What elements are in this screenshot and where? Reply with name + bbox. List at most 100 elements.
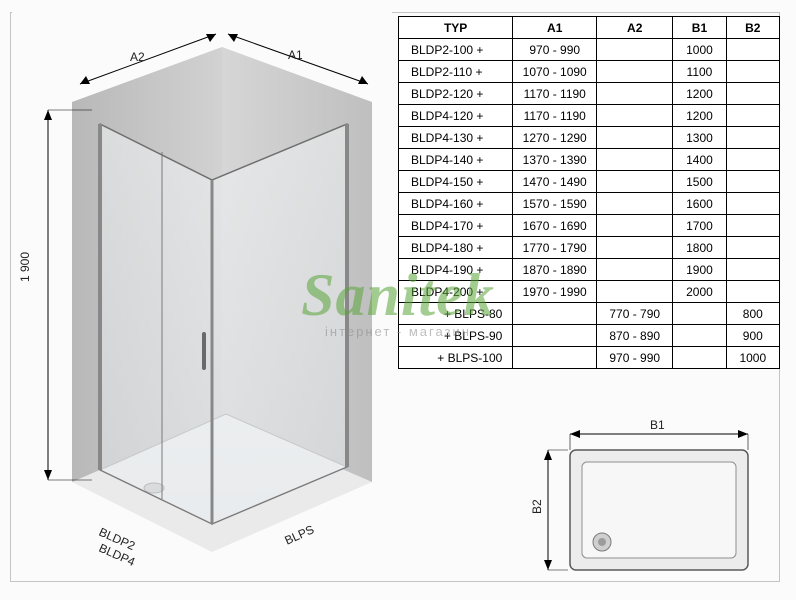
cell-b2	[726, 237, 779, 259]
table-row: BLDP4-120 +1170 - 1190 1200	[399, 105, 780, 127]
cell-a1	[513, 347, 597, 369]
cell-b2	[726, 281, 779, 303]
cell-b1: 1900	[673, 259, 726, 281]
col-typ: TYP	[399, 17, 513, 39]
cell-a2	[597, 127, 673, 149]
cell-b1: 1100	[673, 61, 726, 83]
cell-a2: 770 - 790	[597, 303, 673, 325]
cell-b1: 2000	[673, 281, 726, 303]
col-a2: A2	[597, 17, 673, 39]
cell-a1	[513, 325, 597, 347]
cell-a1: 1970 - 1990	[513, 281, 597, 303]
cell-a2	[597, 83, 673, 105]
cell-b2	[726, 193, 779, 215]
cell-a2: 870 - 890	[597, 325, 673, 347]
table-header-row: TYP A1 A2 B1 B2	[399, 17, 780, 39]
cell-a2	[597, 171, 673, 193]
cell-a1: 1370 - 1390	[513, 149, 597, 171]
cell-b1: 1700	[673, 215, 726, 237]
cell-b1: 1000	[673, 39, 726, 61]
cell-typ: BLDP2-100 +	[399, 39, 513, 61]
cell-b2	[726, 259, 779, 281]
cell-a1: 1870 - 1890	[513, 259, 597, 281]
cell-b1: 1800	[673, 237, 726, 259]
cell-b2	[726, 215, 779, 237]
cell-typ: BLDP4-130 +	[399, 127, 513, 149]
cell-a1: 1570 - 1590	[513, 193, 597, 215]
cell-b1	[673, 325, 726, 347]
cell-a1	[513, 303, 597, 325]
cell-b2	[726, 61, 779, 83]
cell-b2	[726, 127, 779, 149]
cell-b1	[673, 303, 726, 325]
cell-b1: 1200	[673, 83, 726, 105]
table-row: BLDP4-180 +1770 - 1790 1800	[399, 237, 780, 259]
table-row: BLDP4-170 +1670 - 16901700	[399, 215, 780, 237]
cell-a2	[597, 281, 673, 303]
cell-b2: 1000	[726, 347, 779, 369]
table-row: BLDP4-130 +1270 - 1290 1300	[399, 127, 780, 149]
cell-a2: 970 - 990	[597, 347, 673, 369]
cell-b1: 1200	[673, 105, 726, 127]
cell-a1: 1670 - 1690	[513, 215, 597, 237]
table-row: BLDP2-110 +1070 - 1090 1100	[399, 61, 780, 83]
cell-b2	[726, 149, 779, 171]
cell-typ: BLDP4-120 +	[399, 105, 513, 127]
cell-typ: BLDP4-160 +	[399, 193, 513, 215]
table-row: BLDP4-200 +1970 - 1990 2000	[399, 281, 780, 303]
cell-a2	[597, 105, 673, 127]
cell-typ: BLDP4-140 +	[399, 149, 513, 171]
cell-a2	[597, 237, 673, 259]
cell-b2	[726, 105, 779, 127]
cell-a1: 1170 - 1190	[513, 105, 597, 127]
table-row: BLDP2-100 +970 - 9901000	[399, 39, 780, 61]
cell-b2	[726, 171, 779, 193]
cell-typ: BLDP2-120 +	[399, 83, 513, 105]
isometric-drawing: 1 900 A2 A1 BLDP2 BLDP4 BLPS	[12, 12, 392, 572]
cell-a1: 1270 - 1290	[513, 127, 597, 149]
dim-height-label: 1 900	[18, 252, 32, 282]
table-row: BLDP4-150 +1470 - 1490 1500	[399, 171, 780, 193]
cell-b1: 1400	[673, 149, 726, 171]
cell-typ: + BLPS-90	[399, 325, 513, 347]
dim-a2-label: A2	[130, 50, 145, 64]
cell-typ: BLDP2-110 +	[399, 61, 513, 83]
cell-typ: BLDP4-180 +	[399, 237, 513, 259]
cell-a1: 1070 - 1090	[513, 61, 597, 83]
spec-table-wrap: TYP A1 A2 B1 B2 BLDP2-100 +970 - 9901000…	[398, 16, 780, 369]
table-row: BLDP2-120 +1170 - 1190 1200	[399, 83, 780, 105]
cell-typ: BLDP4-200 +	[399, 281, 513, 303]
table-row: BLDP4-160 +1570 - 1590 1600	[399, 193, 780, 215]
cell-b2: 900	[726, 325, 779, 347]
cell-a2	[597, 215, 673, 237]
cell-typ: + BLPS-100	[399, 347, 513, 369]
table-row: + BLPS-80 770 - 790 800	[399, 303, 780, 325]
col-b2: B2	[726, 17, 779, 39]
cell-b1	[673, 347, 726, 369]
cell-a1: 1770 - 1790	[513, 237, 597, 259]
cell-typ: + BLPS-80	[399, 303, 513, 325]
cell-a2	[597, 61, 673, 83]
cell-b2	[726, 39, 779, 61]
cell-b2: 800	[726, 303, 779, 325]
table-row: BLDP4-190 +1870 - 1890 1900	[399, 259, 780, 281]
col-b1: B1	[673, 17, 726, 39]
tray-dim-b1: B1	[650, 418, 665, 432]
cell-a2	[597, 39, 673, 61]
cell-a1: 1470 - 1490	[513, 171, 597, 193]
cell-a2	[597, 259, 673, 281]
cell-b1: 1300	[673, 127, 726, 149]
cell-typ: BLDP4-190 +	[399, 259, 513, 281]
tray-dim-b2: B2	[530, 499, 544, 514]
cell-a1: 1170 - 1190	[513, 83, 597, 105]
dim-a1-label: A1	[288, 48, 303, 62]
cell-a2	[597, 193, 673, 215]
table-row: BLDP4-140 +1370 - 1390 1400	[399, 149, 780, 171]
col-a1: A1	[513, 17, 597, 39]
cell-b1: 1500	[673, 171, 726, 193]
cell-b1: 1600	[673, 193, 726, 215]
table-row: + BLPS-100 970 - 990 1000	[399, 347, 780, 369]
cell-typ: BLDP4-150 +	[399, 171, 513, 193]
cell-a2	[597, 149, 673, 171]
table-row: + BLPS-90 870 - 890 900	[399, 325, 780, 347]
